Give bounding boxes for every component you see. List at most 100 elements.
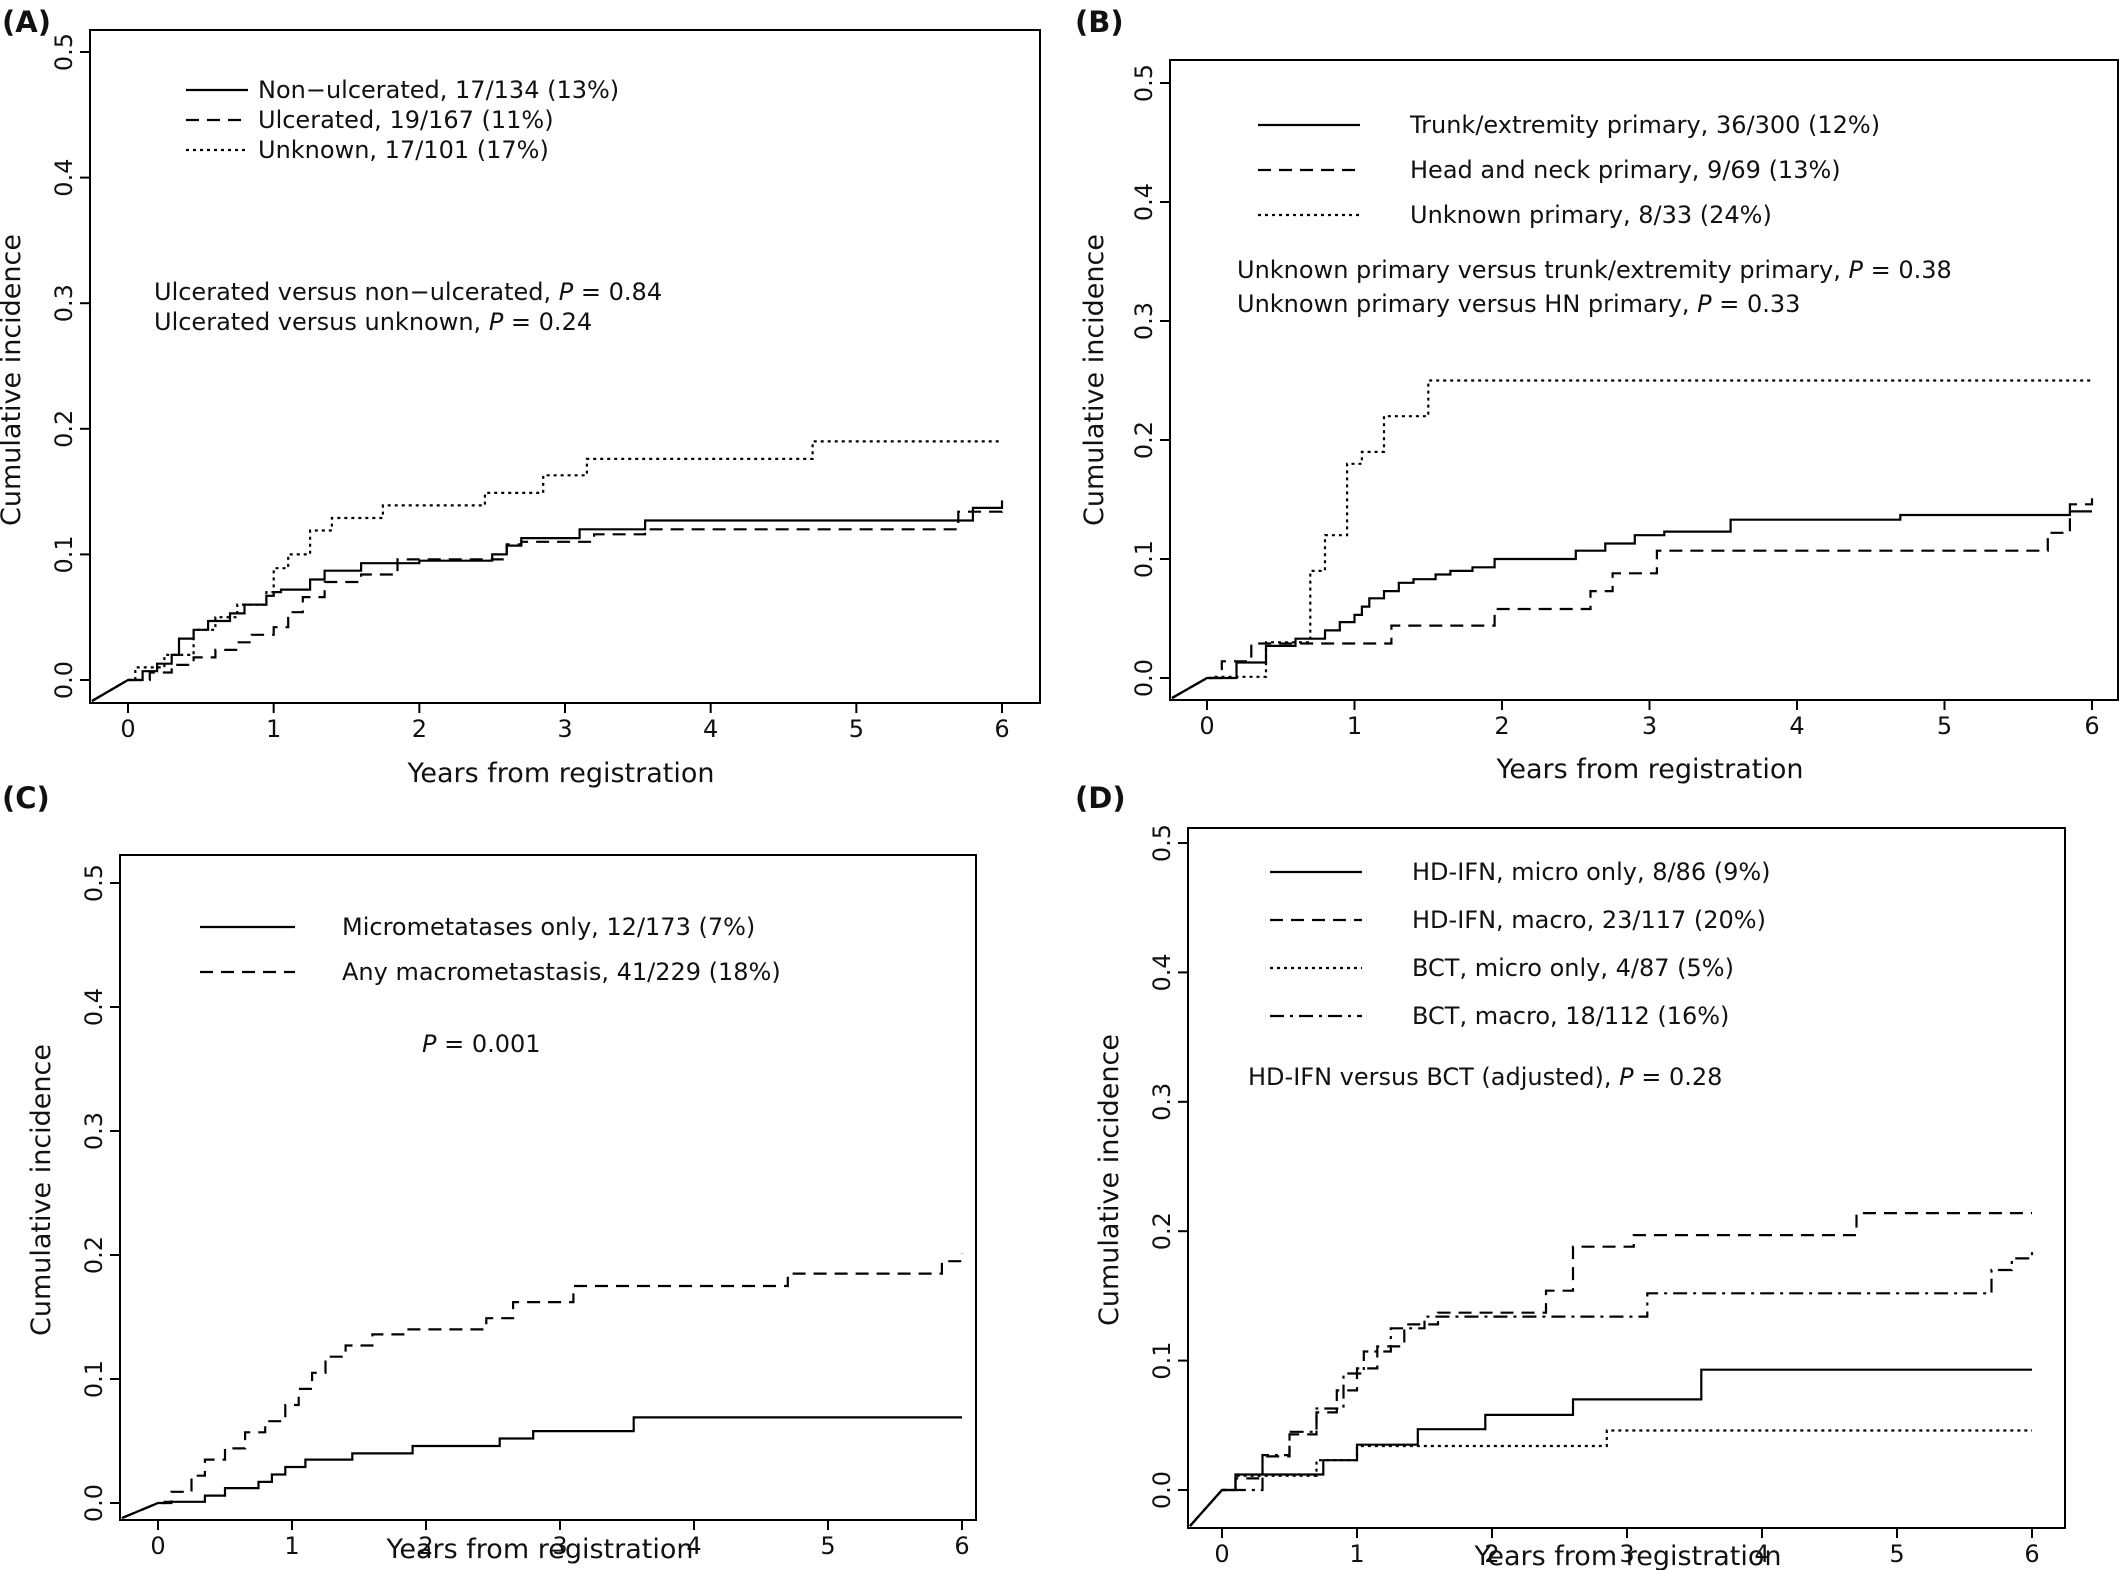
panel-d-legend-label: HD-IFN, micro only, 8/86 (9%) [1412, 858, 1771, 886]
panel-c: (C) 0 1 2 3 4 5 6 0.0 0.1 0.2 0.3 0.4 0.5 Micrometat… [2, 781, 977, 1565]
panel-a-legend: Non−ulcerated, 17/134 (13%)Ulcerated, 19… [186, 76, 619, 164]
panel-a-series-line-3 [91, 440, 1002, 702]
panel-d-ticks: 0 1 2 3 4 5 6 0.0 0.1 0.2 0.3 0.4 0.5 [1148, 824, 2040, 1568]
panel-c-y-tick-label: 0.4 [80, 988, 108, 1026]
panel-d-series-line-3 [1189, 1429, 2032, 1527]
panel-b-series-line-2 [1171, 493, 2094, 699]
panel-c-y-tick-label: 0.2 [80, 1236, 108, 1274]
panel-b-p-value-annotation: Unknown primary versus HN primary, P = 0… [1237, 290, 1800, 318]
panel-b-y-tick-label: 0.0 [1130, 659, 1158, 697]
panel-b-legend-label: Trunk/extremity primary, 36/300 (12%) [1409, 111, 1880, 139]
panel-a-lines [91, 440, 1004, 702]
panel-d-lines [1189, 1212, 2034, 1527]
panel-a: (A) 0 1 2 3 4 5 6 0.0 0.1 0.2 0.3 0.4 0.5 Non−ulcera… [0, 5, 1041, 789]
panel-c-ticks: 0 1 2 3 4 5 6 0.0 0.1 0.2 0.3 0.4 0.5 [80, 864, 970, 1560]
panel-b-p-value-annotation: Unknown primary versus trunk/extremity p… [1237, 256, 1952, 284]
panel-a-y-tick-label: 0.3 [50, 284, 78, 322]
panel-c-x-tick-label: 0 [150, 1532, 165, 1560]
panel-d-legend-label: HD-IFN, macro, 23/117 (20%) [1412, 906, 1766, 934]
panel-b-legend-label: Unknown primary, 8/33 (24%) [1410, 201, 1772, 229]
panel-d-x-tick-label: 2 [1484, 1540, 1499, 1568]
panel-c-x-tick-label: 4 [686, 1532, 701, 1560]
panel-b-y-tick-label: 0.1 [1130, 540, 1158, 578]
panel-d-y-tick-label: 0.5 [1148, 824, 1176, 862]
panel-c-y-tick-label: 0.1 [80, 1360, 108, 1398]
panel-a-x-tick-label: 6 [994, 715, 1009, 743]
panel-c-series-line-1 [121, 1416, 962, 1520]
panel-b-lines [1171, 379, 2094, 699]
panel-a-letter: (A) [2, 5, 51, 39]
panel-c-letter: (C) [2, 781, 50, 815]
panel-a-x-tick-label: 4 [703, 715, 718, 743]
panel-c-plot-frame [119, 854, 977, 1521]
panel-b-y-tick-label: 0.5 [1130, 64, 1158, 102]
panel-a-series-line-1 [91, 500, 1004, 702]
panel-a-legend-label: Unknown, 17/101 (17%) [258, 136, 549, 164]
panel-a-y-tick-label: 0.5 [50, 33, 78, 71]
panel-d-series-line-2 [1189, 1212, 2032, 1527]
panel-b-y-axis-title: Cumulative incidence [1079, 234, 1110, 526]
panel-d-x-tick-label: 5 [1889, 1540, 1904, 1568]
panel-d-y-tick-label: 0.2 [1148, 1212, 1176, 1250]
panel-b-x-tick-label: 6 [2084, 712, 2099, 740]
panel-d-p-value-annotation: HD-IFN versus BCT (adjusted), P = 0.28 [1248, 1063, 1722, 1091]
panel-c-y-axis-title: Cumulative incidence [26, 1044, 57, 1336]
panel-a-p-value-annotation: Ulcerated versus non−ulcerated, P = 0.84 [154, 278, 662, 306]
panel-b-plot-frame [1169, 59, 2119, 701]
panel-d-x-tick-label: 4 [1754, 1540, 1769, 1568]
panel-b-ticks: 0 1 2 3 4 5 6 0.0 0.1 0.2 0.3 0.4 0.5 [1130, 64, 2100, 740]
panel-a-legend-label: Ulcerated, 19/167 (11%) [258, 106, 554, 134]
panel-a-x-tick-label: 3 [557, 715, 572, 743]
panel-d-x-tick-label: 0 [1214, 1540, 1229, 1568]
panel-a-ticks: 0 1 2 3 4 5 6 0.0 0.1 0.2 0.3 0.4 0.5 [50, 33, 1010, 743]
panel-b-legend: Trunk/extremity primary, 36/300 (12%) Hea… [1258, 111, 1880, 229]
panel-d: (D) 0 1 2 3 4 5 6 0.0 0.1 0.2 0.3 0.4 0.5 HD-IFN, mi… [1075, 781, 2066, 1570]
panel-c-legend-label: Micrometatases only, 12/173 (7%) [342, 913, 755, 941]
panel-d-series-line-1 [1189, 1368, 2032, 1527]
panel-b-x-tick-label: 3 [1642, 712, 1657, 740]
panel-c-p-value-annotation: P = 0.001 [422, 1030, 541, 1058]
panel-a-y-axis-title: Cumulative incidence [0, 234, 27, 526]
panel-a-annotations: Ulcerated versus non−ulcerated, P = 0.84… [154, 278, 662, 336]
panel-d-x-axis-title: Years from registration [1473, 1541, 1781, 1570]
panel-c-lines [121, 1253, 964, 1520]
panel-a-y-tick-label: 0.2 [50, 410, 78, 448]
panel-b-letter: (B) [1075, 5, 1124, 39]
panel-b: (B) 0 1 2 3 4 5 6 0.0 0.1 0.2 0.3 0.4 0.5 Trunk/extr… [1075, 5, 2119, 785]
panel-a-x-tick-label: 2 [412, 715, 427, 743]
panel-d-y-tick-label: 0.4 [1148, 953, 1176, 991]
panel-c-legend: Micrometatases only, 12/173 (7%) Any macr… [200, 913, 781, 986]
panel-c-y-tick-label: 0.0 [80, 1484, 108, 1522]
panel-a-x-tick-label: 0 [120, 715, 135, 743]
panel-c-x-tick-label: 2 [418, 1532, 433, 1560]
panel-a-legend-label: Non−ulcerated, 17/134 (13%) [258, 76, 619, 104]
panel-c-series-line-2 [121, 1253, 964, 1520]
panel-a-x-tick-label: 5 [849, 715, 864, 743]
panel-d-x-tick-label: 6 [2024, 1540, 2039, 1568]
panel-d-legend-label: BCT, micro only, 4/87 (5%) [1412, 954, 1734, 982]
panel-c-legend-label: Any macrometastasis, 41/229 (18%) [342, 958, 781, 986]
panel-b-x-tick-label: 0 [1199, 712, 1214, 740]
panel-c-x-tick-label: 1 [284, 1532, 299, 1560]
panel-a-series-line-2 [91, 509, 1004, 702]
panel-b-y-tick-label: 0.3 [1130, 302, 1158, 340]
panel-a-p-value-annotation: Ulcerated versus unknown, P = 0.24 [154, 308, 592, 336]
panel-c-x-tick-label: 6 [954, 1532, 969, 1560]
panel-c-x-tick-label: 5 [820, 1532, 835, 1560]
panel-d-series-line-4 [1189, 1246, 2034, 1527]
panel-b-x-tick-label: 1 [1347, 712, 1362, 740]
panel-b-legend-label: Head and neck primary, 9/69 (13%) [1410, 156, 1841, 184]
panel-c-y-tick-label: 0.5 [80, 864, 108, 902]
panel-c-x-axis-title: Years from registration [385, 1534, 693, 1565]
panel-d-y-tick-label: 0.0 [1148, 1471, 1176, 1509]
panel-a-y-tick-label: 0.4 [50, 159, 78, 197]
panel-b-annotations: Unknown primary versus trunk/extremity p… [1237, 256, 1952, 318]
panel-d-y-tick-label: 0.3 [1148, 1083, 1176, 1121]
panel-d-legend: HD-IFN, micro only, 8/86 (9%) HD-IFN, mac… [1270, 858, 1771, 1030]
panel-a-y-tick-label: 0.0 [50, 661, 78, 699]
panel-b-series-line-1 [1171, 510, 2092, 699]
panel-b-x-axis-title: Years from registration [1495, 754, 1803, 785]
panel-d-x-tick-label: 1 [1349, 1540, 1364, 1568]
panel-a-y-tick-label: 0.1 [50, 535, 78, 573]
